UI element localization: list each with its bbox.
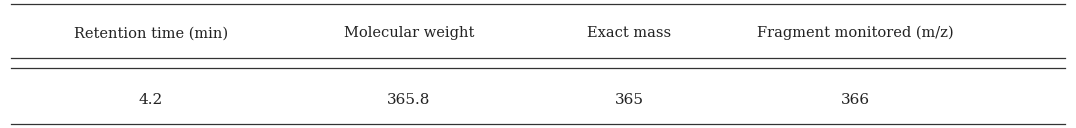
Text: 4.2: 4.2: [139, 93, 162, 107]
Text: Retention time (min): Retention time (min): [73, 26, 228, 40]
Text: Exact mass: Exact mass: [587, 26, 671, 40]
Text: Molecular weight: Molecular weight: [343, 26, 475, 40]
Text: Fragment monitored (m/z): Fragment monitored (m/z): [758, 26, 953, 40]
Text: 366: 366: [840, 93, 870, 107]
Text: 365.8: 365.8: [387, 93, 430, 107]
Text: 365: 365: [615, 93, 643, 107]
